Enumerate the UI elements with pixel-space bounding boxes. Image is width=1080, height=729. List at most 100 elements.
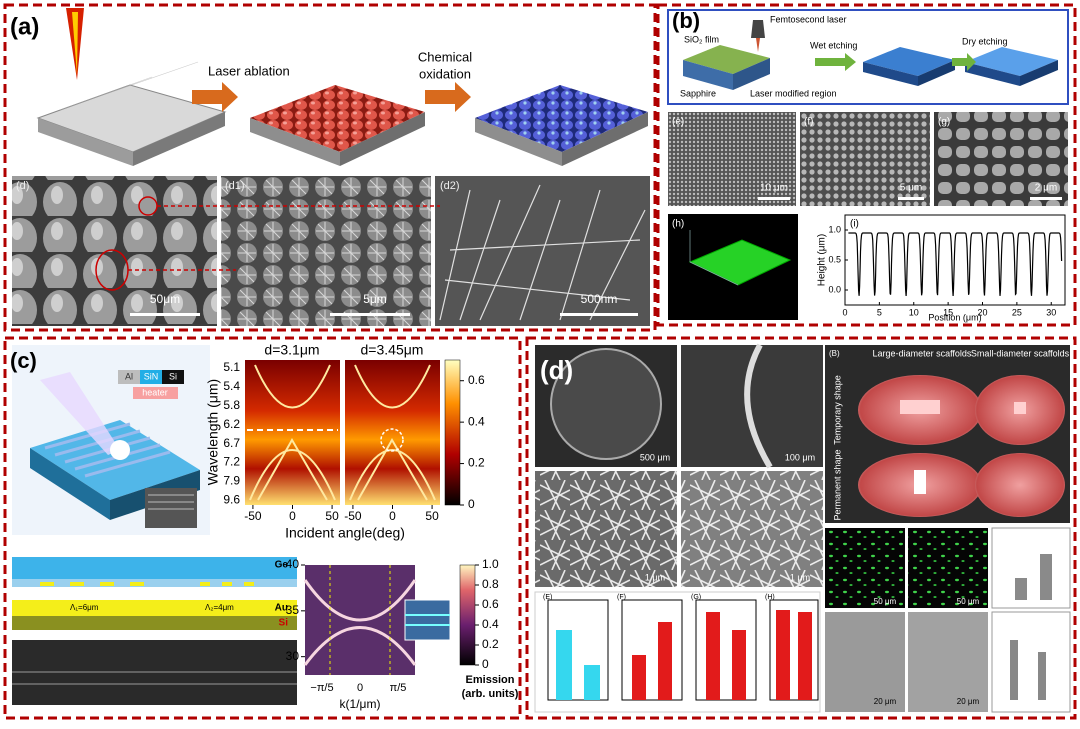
illustration-shape (12, 600, 297, 616)
colorbar-label: (arb. units) (462, 688, 519, 700)
illustration-shape (681, 471, 823, 587)
x-tick-label: 0 (842, 307, 847, 317)
chart-label: (E) (543, 594, 552, 601)
column-label: Large-diameter scaffolds (873, 348, 972, 358)
illustration-shape (118, 370, 140, 384)
illustration-shape (345, 360, 440, 505)
label: Laser modified region (750, 88, 837, 98)
illustration-shape (632, 655, 646, 700)
illustration-shape (756, 38, 760, 52)
scale-label: 5 μm (900, 183, 922, 194)
illustration-shape (991, 611, 1071, 713)
image-label: (e) (672, 117, 684, 128)
illustration-shape (656, 3, 1077, 327)
decor-line (439, 184, 646, 321)
panel-a (3, 3, 657, 332)
layer-label: Si (279, 618, 289, 629)
scale-label: 2 μm (1035, 183, 1057, 194)
illustration-shape (751, 20, 765, 38)
x-tick-label: 5 (877, 307, 882, 317)
y-tick-label: 40 (286, 557, 300, 571)
period-label: Λ₁=6μm (70, 603, 99, 612)
illustration-shape (908, 528, 988, 608)
illustration-shape (250, 118, 340, 166)
illustration-shape (140, 370, 162, 384)
illustration-shape (732, 630, 746, 700)
panel-label: (b) (672, 8, 700, 33)
illustration-shape (221, 176, 431, 326)
colorbar-tick-label: 0.6 (482, 597, 499, 611)
illustration-shape (952, 53, 976, 71)
step-label: Chemical (418, 49, 472, 64)
illustration-shape (250, 85, 425, 152)
x-tick-label: 25 (1012, 307, 1022, 317)
decor-line (329, 565, 391, 675)
y-tick-label: 6.2 (223, 417, 240, 431)
illustration-shape (621, 599, 683, 701)
illustration-shape (706, 612, 720, 700)
illustration-shape (444, 359, 461, 506)
image-label: (d) (16, 180, 29, 192)
legend-label: heater (142, 387, 168, 397)
colorbar-tick-label: 0.8 (482, 577, 499, 591)
illustration-shape (562, 112, 648, 166)
map-title: d=3.45μm (361, 342, 424, 358)
chart-label: (H) (765, 594, 775, 601)
colorbar-tick-label: 1.0 (482, 557, 499, 571)
scale-label: 500nm (581, 292, 618, 306)
y-tick-label: 5.1 (223, 360, 240, 374)
axis-label: Position (μm) (928, 312, 981, 322)
illustration-shape (1015, 578, 1027, 600)
chart-label: (F) (617, 594, 626, 601)
illustration-shape (133, 387, 178, 399)
scale-label: 100 μm (785, 452, 815, 462)
step-label: oxidation (419, 66, 471, 81)
colorbar-tick-label: 0.4 (468, 414, 485, 428)
colorbar-tick-label: 0.4 (482, 617, 499, 631)
scale-label: 1 μm (790, 572, 810, 582)
panel-label: (a) (10, 13, 39, 40)
layer-label: Au (275, 603, 288, 614)
panel-b (656, 3, 1077, 327)
illustration-shape (1040, 554, 1052, 600)
panel-label: (d) (540, 355, 573, 385)
illustration-shape (914, 470, 926, 494)
scale-label: 20 μm (957, 697, 980, 706)
scale-label: 10 μm (760, 183, 788, 194)
image-label: (f) (804, 117, 813, 128)
decor-line (848, 232, 1063, 297)
colorbar-tick-label: 0.2 (468, 456, 485, 470)
panel-d (525, 336, 1077, 720)
x-tick-label: 10 (909, 307, 919, 317)
illustration-shape (908, 612, 988, 712)
legend-label: SiN (144, 371, 159, 381)
axis-label: Incident angle(deg) (285, 525, 405, 541)
decor-line (148, 494, 194, 510)
illustration-shape (668, 112, 796, 206)
decor-line (128, 205, 440, 271)
illustration-shape (550, 348, 662, 460)
x-tick-label: -50 (344, 509, 362, 523)
illustration-shape (535, 471, 677, 587)
panel-label: (c) (10, 348, 37, 373)
x-tick-label: 0 (389, 509, 396, 523)
illustration-shape (404, 599, 451, 641)
illustration-shape (825, 612, 905, 712)
y-tick-label: 5.4 (223, 379, 240, 393)
scale-label: 50 μm (957, 597, 980, 606)
illustration-shape (898, 197, 924, 200)
illustration-shape (38, 118, 133, 166)
period-label: Λ₂=4μm (205, 603, 234, 612)
illustration-shape (3, 3, 657, 332)
colorbar-tick-label: 0 (482, 657, 489, 671)
illustration-shape (40, 372, 120, 455)
y-tick-label: 35 (286, 603, 300, 617)
illustration-shape (683, 45, 770, 74)
illustration-shape (1020, 60, 1058, 86)
illustration-shape (30, 448, 110, 520)
decor-line (12, 671, 297, 685)
y-tick-label: 9.6 (223, 492, 240, 506)
axis-label: k(1/μm) (340, 697, 381, 711)
